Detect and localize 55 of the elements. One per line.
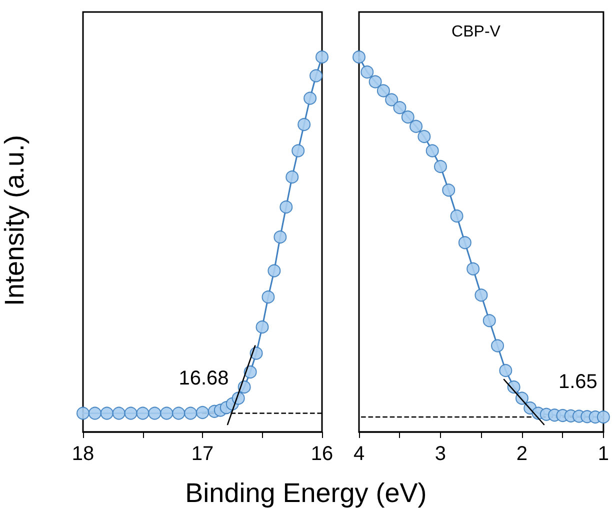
- x-tick-label: 1: [598, 443, 609, 465]
- point: [292, 144, 305, 158]
- point: [274, 230, 287, 244]
- point: [376, 84, 390, 98]
- point: [286, 170, 299, 184]
- point: [466, 262, 480, 276]
- annotation: 1.65: [558, 371, 598, 393]
- x-tick-label: 17: [191, 443, 214, 465]
- point: [360, 66, 374, 78]
- point: [368, 75, 382, 88]
- y-axis-title: Intensity (a.u.): [0, 134, 30, 308]
- point: [172, 406, 186, 420]
- point: [352, 50, 366, 64]
- point: [316, 50, 328, 64]
- point: [184, 406, 198, 420]
- annotation: 16.68: [178, 367, 229, 390]
- point: [136, 406, 150, 420]
- point: [148, 406, 162, 420]
- point: [100, 406, 114, 420]
- point: [596, 410, 610, 424]
- point: [474, 288, 488, 302]
- point: [268, 264, 281, 278]
- x-tick-label: 4: [353, 443, 365, 465]
- point: [385, 93, 398, 106]
- point: [450, 210, 464, 222]
- text: CBP-V: [452, 24, 501, 40]
- point: [401, 110, 414, 124]
- point: [393, 101, 406, 114]
- point: [434, 160, 447, 173]
- point: [196, 406, 209, 419]
- x-axis-title: Binding Energy (eV): [184, 478, 428, 509]
- point: [112, 406, 126, 420]
- point: [280, 200, 293, 214]
- point: [410, 120, 423, 133]
- point: [88, 406, 102, 420]
- point: [304, 92, 317, 105]
- x-tick-label: 3: [434, 443, 446, 465]
- x-tick-label: 2: [516, 443, 528, 465]
- point: [442, 184, 456, 197]
- x-tick-label: 18: [72, 443, 94, 465]
- point: [418, 130, 431, 143]
- point: [491, 339, 504, 352]
- point: [262, 290, 275, 304]
- point: [310, 69, 323, 82]
- point: [256, 320, 269, 334]
- point: [76, 406, 90, 420]
- point: [244, 366, 257, 378]
- point: [426, 144, 439, 158]
- point: [458, 236, 472, 250]
- point: [160, 406, 174, 420]
- point: [298, 118, 311, 131]
- point: [124, 406, 138, 420]
- point: [499, 364, 512, 377]
- x-tick-label: 16: [310, 443, 334, 465]
- point: [482, 314, 496, 328]
